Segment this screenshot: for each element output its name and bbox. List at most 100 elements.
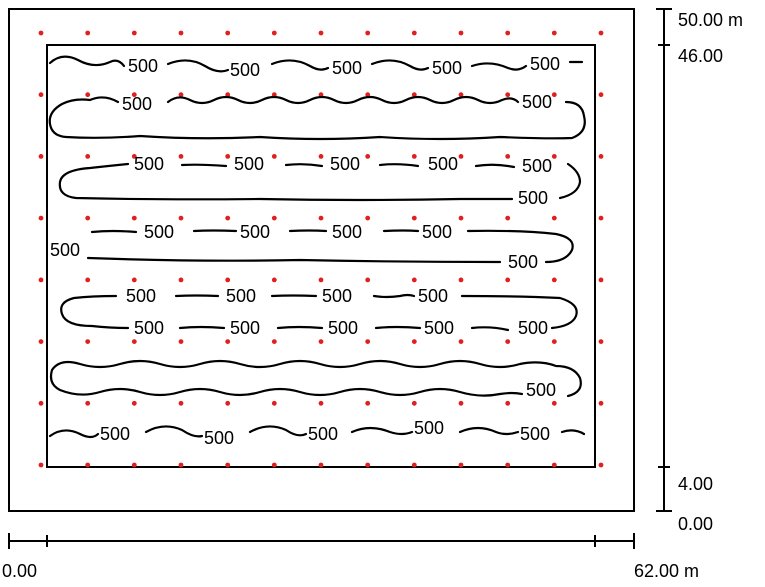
dimension-label-y-lower: 4.00 (678, 474, 713, 494)
grid-point (365, 215, 371, 221)
contour-label: 500 (428, 154, 458, 174)
grid-point (458, 277, 464, 283)
grid-point (318, 277, 324, 283)
grid-point (131, 215, 137, 221)
grid-point (365, 277, 371, 283)
grid-point (225, 30, 231, 36)
contour-line (48, 55, 584, 73)
grid-point (271, 277, 277, 283)
grid-point (178, 400, 184, 406)
grid-point (225, 400, 231, 406)
contour-label: 500 (204, 428, 234, 448)
grid-point (131, 400, 137, 406)
grid-point (318, 30, 324, 36)
grid-points (38, 30, 604, 468)
contour-label: 500 (330, 154, 360, 174)
grid-point (411, 30, 417, 36)
grid-point (598, 277, 604, 283)
grid-point (458, 154, 464, 159)
grid-point (38, 462, 44, 468)
dimension-label-y-bottom: 0.00 (678, 514, 713, 534)
grid-point (551, 400, 557, 406)
contour-label: 500 (332, 58, 362, 78)
grid-point (85, 277, 91, 283)
contour-line (48, 95, 586, 141)
contour-line (58, 162, 582, 202)
grid-point (458, 30, 464, 36)
grid-point (38, 400, 44, 406)
grid-point (318, 339, 324, 344)
grid-point (178, 154, 184, 159)
grid-point (458, 462, 464, 468)
grid-point (271, 154, 277, 159)
grid-point (411, 339, 417, 344)
grid-point (411, 462, 417, 468)
grid-point (225, 277, 231, 283)
grid-point (85, 92, 91, 98)
grid-point (318, 462, 324, 468)
grid-point (225, 154, 231, 159)
grid-point (411, 215, 417, 221)
contour-label: 500 (50, 240, 80, 260)
grid-point (411, 400, 417, 406)
grid-point (598, 154, 604, 159)
grid-point (365, 400, 371, 406)
grid-point (505, 400, 511, 406)
grid-point (598, 339, 604, 344)
grid-point (225, 215, 231, 221)
grid-point (85, 462, 91, 468)
grid-point (365, 462, 371, 468)
grid-point (38, 30, 44, 36)
contour-label: 500 (518, 188, 548, 208)
contour-label: 500 (424, 318, 454, 338)
grid-point (598, 462, 604, 468)
grid-point (225, 92, 231, 98)
contour-label: 500 (128, 56, 158, 76)
grid-point (271, 339, 277, 344)
contour-label: 500 (522, 92, 552, 112)
grid-point (551, 462, 557, 468)
horizontal-dimension (8, 533, 635, 549)
grid-point (38, 215, 44, 221)
isolux-contours (48, 55, 586, 439)
grid-point (551, 339, 557, 344)
contour-label: 500 (234, 154, 264, 174)
contour-line (49, 359, 582, 398)
grid-point (131, 277, 137, 283)
grid-point (131, 92, 137, 98)
contour-label: 500 (422, 222, 452, 242)
grid-point (551, 92, 557, 98)
grid-point (178, 215, 184, 221)
grid-point (85, 339, 91, 344)
grid-point (365, 339, 371, 344)
dimension-label-x-start: 0.00 (2, 561, 37, 581)
contour-label: 500 (240, 222, 270, 242)
grid-point (505, 277, 511, 283)
grid-point (458, 400, 464, 406)
grid-point (598, 30, 604, 36)
contour-line (86, 229, 574, 264)
grid-point (318, 92, 324, 98)
grid-point (505, 154, 511, 159)
contour-label: 500 (414, 418, 444, 438)
contour-label: 500 (332, 222, 362, 242)
contour-label: 500 (122, 94, 152, 114)
contour-label: 500 (520, 424, 550, 444)
grid-point (458, 92, 464, 98)
grid-point (178, 30, 184, 36)
contour-label: 500 (230, 318, 260, 338)
grid-point (85, 400, 91, 406)
grid-point (271, 30, 277, 36)
contour-label: 500 (134, 318, 164, 338)
vertical-dimension (656, 8, 672, 512)
grid-point (505, 92, 511, 98)
dimension-label-y-upper: 46.00 (678, 46, 723, 66)
grid-point (85, 154, 91, 159)
grid-point (551, 277, 557, 283)
contour-label: 500 (526, 380, 556, 400)
contour-label: 500 (230, 60, 260, 80)
contour-label: 500 (418, 286, 448, 306)
grid-point (271, 400, 277, 406)
